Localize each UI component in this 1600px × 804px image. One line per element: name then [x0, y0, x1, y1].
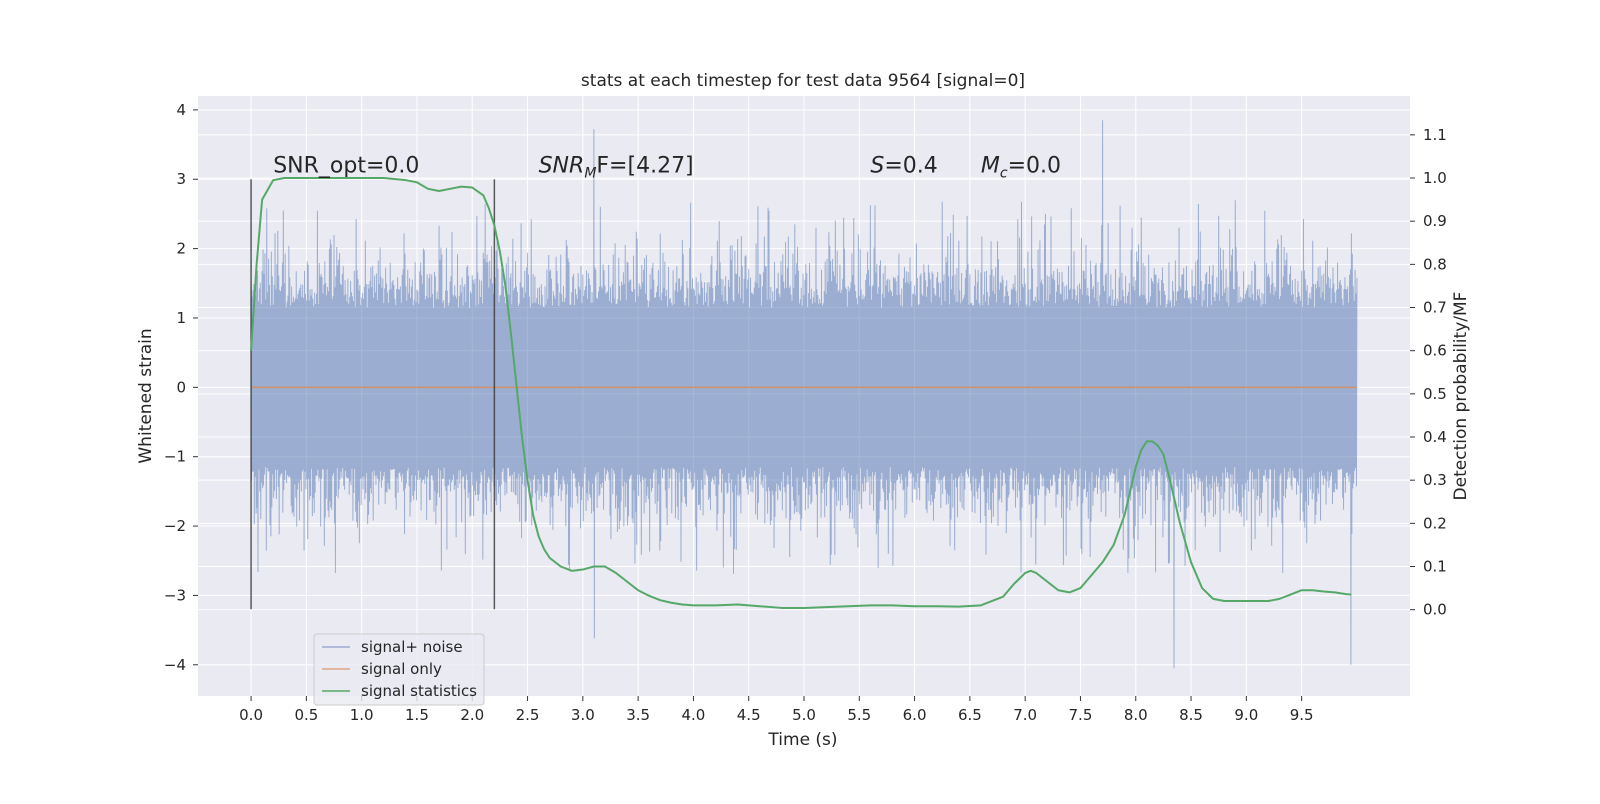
- x-tick-label: 5.0: [792, 706, 816, 724]
- y-tick-label: −2: [164, 517, 186, 535]
- y-tick-label: 1: [176, 309, 186, 327]
- x-tick-label: 9.0: [1234, 706, 1258, 724]
- x-tick-label: 8.5: [1179, 706, 1203, 724]
- legend-label-signal: signal only: [361, 660, 442, 678]
- chart-title: stats at each timestep for test data 956…: [581, 71, 1025, 91]
- x-tick-label: 6.0: [903, 706, 927, 724]
- y-right-tick-label: 0.8: [1423, 255, 1447, 273]
- y-right-tick-label: 0.5: [1423, 385, 1447, 403]
- y-tick-label: 2: [176, 240, 186, 258]
- y-right-tick-label: 0.2: [1423, 514, 1447, 532]
- y-axis-ticks: −4 −3 −2 −1 0 1 2 3 4: [164, 101, 198, 674]
- legend-box: [313, 633, 485, 706]
- annotation-snr_mf: SNRMF=[4.27]: [539, 153, 694, 181]
- y-tick-label: 4: [176, 101, 186, 119]
- y-right-tick-label: 1.0: [1423, 169, 1447, 187]
- x-tick-label: 8.0: [1124, 706, 1148, 724]
- y-tick-label: −3: [164, 586, 186, 604]
- x-axis-label: Time (s): [767, 730, 837, 750]
- x-tick-label: 4.0: [681, 706, 705, 724]
- y-right-tick-label: 0.3: [1423, 471, 1447, 489]
- y-right-axis-label: Detection probability/MF: [1451, 292, 1471, 501]
- y-right-tick-label: 0.4: [1423, 428, 1447, 446]
- x-tick-label: 6.5: [958, 706, 982, 724]
- x-tick-label: 0.0: [239, 706, 263, 724]
- vertical-markers: [250, 179, 496, 610]
- annotation-snr_opt: SNR_opt=0.0: [273, 153, 419, 178]
- x-tick-label: 9.5: [1290, 706, 1314, 724]
- y-tick-label: 3: [176, 170, 186, 188]
- x-tick-label: 2.0: [460, 706, 484, 724]
- x-tick-label: 1.5: [405, 706, 429, 724]
- annotation-s: S=0.4: [870, 153, 937, 178]
- legend-label-statistics: signal statistics: [361, 682, 477, 700]
- y-right-axis-ticks: 0.0 0.1 0.2 0.3 0.4 0.5 0.6 0.7 0.8 0.9 1.0 1.1: [1410, 126, 1447, 619]
- y-tick-label: −1: [164, 448, 186, 466]
- x-tick-label: 3.0: [571, 706, 595, 724]
- y-right-tick-label: 0.0: [1423, 601, 1447, 619]
- y-right-tick-label: 0.9: [1423, 212, 1447, 230]
- y-right-tick-label: 0.6: [1423, 342, 1447, 360]
- y-right-tick-label: 0.1: [1423, 558, 1447, 576]
- x-tick-label: 3.5: [626, 706, 650, 724]
- y-tick-label: −4: [164, 656, 186, 674]
- y-axis-label: Whitened strain: [136, 328, 156, 463]
- x-tick-label: 5.5: [847, 706, 871, 724]
- y-right-tick-label: 0.7: [1423, 299, 1447, 317]
- y-right-tick-label: 1.1: [1423, 126, 1447, 144]
- annotations: SNR_opt=0.0 SNRMF=[4.27] S=0.4 Mc=0.0: [273, 153, 1061, 181]
- x-tick-label: 1.0: [350, 706, 374, 724]
- x-tick-label: 2.5: [516, 706, 540, 724]
- x-tick-label: 0.5: [294, 706, 318, 724]
- x-tick-label: 7.0: [1013, 706, 1037, 724]
- x-tick-label: 4.5: [737, 706, 761, 724]
- legend: signal+ noise signal only signal statist…: [313, 633, 485, 706]
- noise-trace: [250, 120, 1358, 669]
- signal-noise-series: [250, 120, 1358, 669]
- annotation-mc: Mc=0.0: [981, 153, 1061, 181]
- signal-statistics-line: [250, 177, 1352, 609]
- y-tick-label: 0: [176, 378, 186, 396]
- signal-statistics-series: [250, 177, 1352, 609]
- legend-label-noise: signal+ noise: [361, 638, 463, 656]
- x-axis-ticks: 0.0 0.5 1.0 1.5 2.0 2.5 3.0 3.5 4.0 4.5 5.0 5.5 6.0 6…: [239, 696, 1314, 724]
- x-tick-label: 7.5: [1069, 706, 1093, 724]
